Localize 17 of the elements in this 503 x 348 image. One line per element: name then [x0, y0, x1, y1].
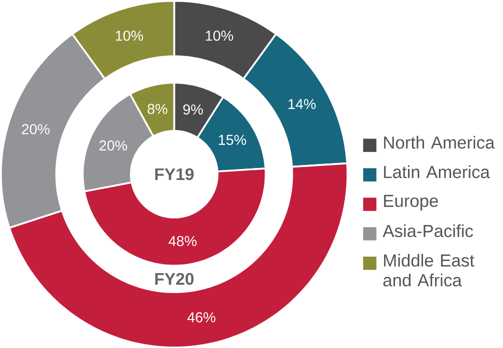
- slice-label: FY20: [155, 272, 194, 285]
- data-label: 9%: [183, 104, 203, 114]
- legend-label: Asia-Pacific: [382, 224, 473, 237]
- legend-label: Middle East and Africa: [383, 254, 474, 286]
- data-label: 10%: [206, 30, 234, 41]
- data-label: 20%: [22, 124, 50, 134]
- data-label: 20%: [100, 140, 128, 150]
- data-label: 10%: [116, 30, 144, 41]
- legend-label: North America: [384, 136, 495, 148]
- data-label: 15%: [218, 134, 246, 145]
- data-label: 14%: [288, 98, 316, 109]
- data-label: 8%: [148, 104, 168, 114]
- slice-label: FY19: [155, 168, 194, 180]
- legend-label: Latin America: [384, 165, 490, 178]
- legend-label: Europe: [384, 194, 438, 210]
- data-label: 48%: [168, 236, 197, 246]
- data-label: 46%: [187, 312, 216, 322]
